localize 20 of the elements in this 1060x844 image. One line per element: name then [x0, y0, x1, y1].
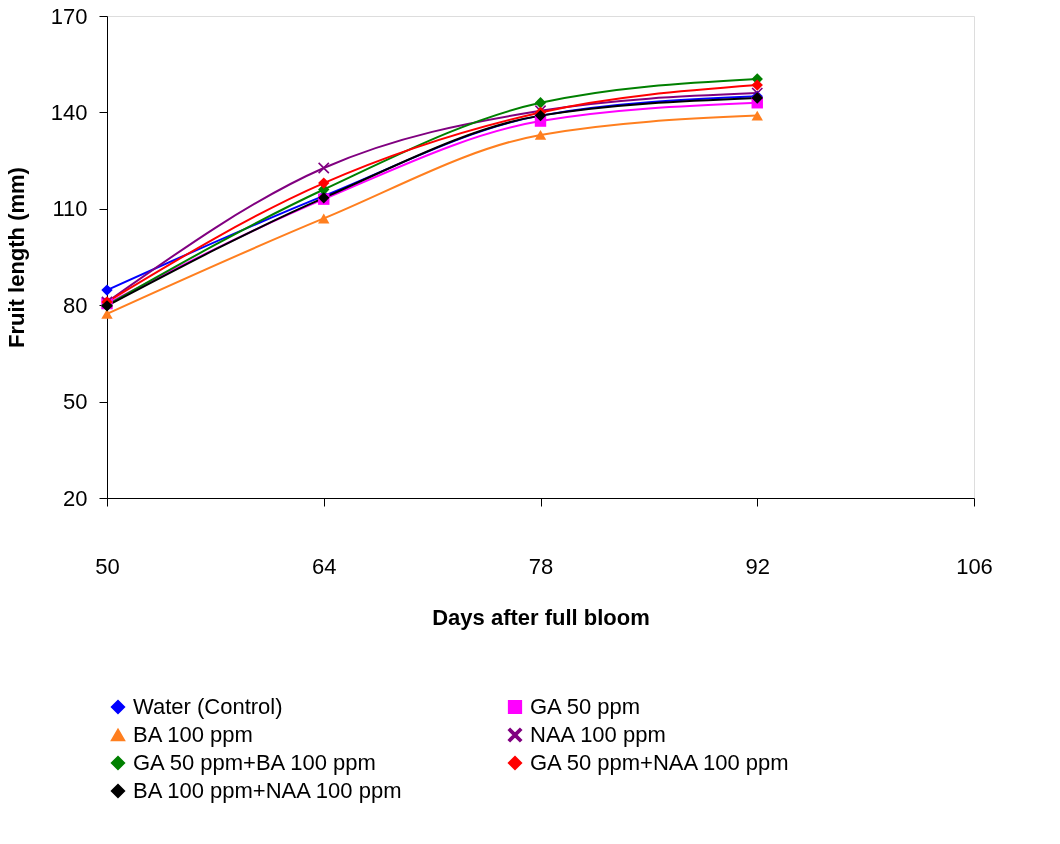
x-tick-label: 50 — [95, 553, 120, 579]
y-tick-label: 170 — [50, 3, 88, 29]
legend-label: GA 50 ppm+NAA 100 ppm — [530, 750, 789, 775]
y-tick-label: 80 — [63, 292, 88, 318]
y-tick-label: 20 — [63, 485, 88, 511]
legend-label: BA 100 ppm — [133, 722, 253, 747]
x-tick-label: 78 — [528, 553, 554, 579]
x-axis-title: Days after full bloom — [432, 604, 650, 630]
y-tick-label: 50 — [63, 389, 88, 415]
x-tick-label: 106 — [956, 553, 993, 579]
y-tick-label: 140 — [50, 99, 88, 125]
legend-label: GA 50 ppm+BA 100 ppm — [133, 750, 376, 775]
y-tick-label: 110 — [52, 196, 88, 222]
legend-label: GA 50 ppm — [530, 694, 641, 719]
legend-label: Water (Control) — [133, 694, 283, 719]
x-tick-label: 92 — [745, 553, 770, 579]
legend-label: BA 100 ppm+NAA 100 ppm — [133, 778, 402, 803]
y-axis-title: Fruit length (mm) — [3, 167, 29, 348]
x-tick-label: 64 — [312, 553, 337, 579]
legend-label: NAA 100 ppm — [530, 722, 666, 747]
